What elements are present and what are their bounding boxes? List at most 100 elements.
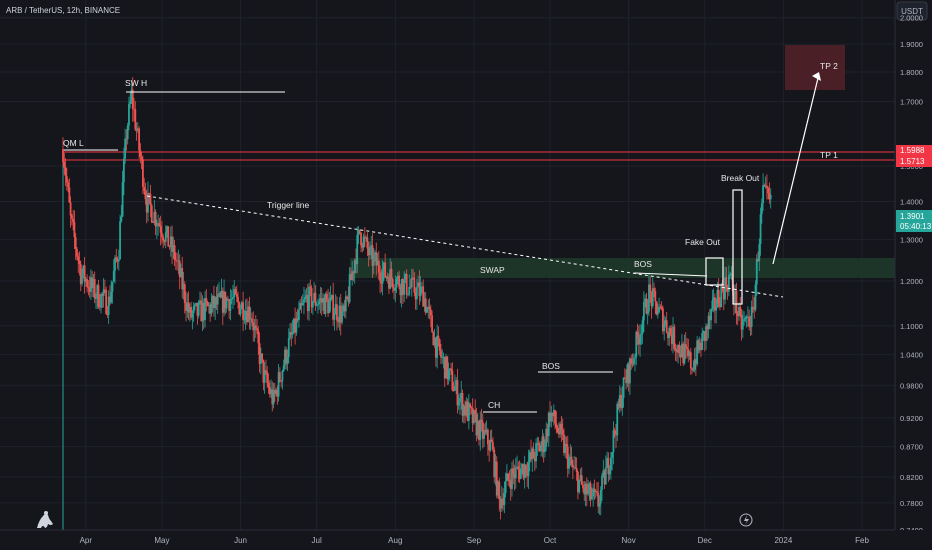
candle-body <box>256 327 258 331</box>
candle-body <box>81 273 83 284</box>
candle-body <box>389 268 392 289</box>
candle-body <box>228 299 231 311</box>
candle-body <box>636 331 639 338</box>
candle-body <box>622 377 625 398</box>
label-fake-out: Fake Out <box>685 237 721 247</box>
lightning-icon[interactable] <box>739 513 753 527</box>
currency-button[interactable] <box>896 1 928 21</box>
candle-body <box>433 337 436 346</box>
candle-body <box>608 470 611 475</box>
candle-body <box>171 236 173 252</box>
candle-body <box>249 318 252 320</box>
candle-body <box>188 306 191 313</box>
candle-body <box>597 492 600 507</box>
candle-body <box>511 468 513 489</box>
candle-body <box>419 286 422 297</box>
candle-body <box>532 448 535 459</box>
candle-body <box>290 332 293 335</box>
candle-body <box>575 468 578 473</box>
candle-body <box>546 428 549 437</box>
candle-body <box>623 377 626 379</box>
candle-body <box>766 185 768 188</box>
candle-body <box>599 489 602 504</box>
candle-body <box>73 222 76 238</box>
candle-body <box>169 236 172 247</box>
candle-body <box>650 292 653 307</box>
candle-body <box>637 337 640 345</box>
candle-body <box>632 358 635 364</box>
candle-body <box>282 365 285 371</box>
candle-body <box>677 345 680 353</box>
candle-body <box>330 295 333 298</box>
candle-body <box>144 191 147 200</box>
candle-body <box>648 284 650 312</box>
candle-body <box>163 240 166 242</box>
candle-body <box>78 260 81 265</box>
candle-body <box>155 225 158 227</box>
candle-body <box>82 265 85 274</box>
candle-body <box>537 443 540 445</box>
badge-upper-text: 1.5988 <box>900 146 925 155</box>
candle-body <box>715 306 718 311</box>
candle-body <box>304 296 307 300</box>
candle-body <box>441 357 444 359</box>
candle-body <box>100 294 102 308</box>
candle-body <box>665 320 668 333</box>
time-tick-label: Jun <box>234 536 247 545</box>
candle-body <box>379 272 381 282</box>
candle-body <box>538 444 541 452</box>
candle-body <box>708 315 711 321</box>
candle-body <box>555 423 558 428</box>
time-axis-panel[interactable] <box>0 530 932 550</box>
candle-body <box>390 268 393 279</box>
candle-body <box>574 467 577 469</box>
candle-body <box>320 298 323 303</box>
candle-body <box>286 357 289 364</box>
candle-body <box>240 302 243 309</box>
candle-body <box>745 316 748 319</box>
candle-body <box>579 475 582 480</box>
candle-body <box>455 380 458 387</box>
price-axis-panel[interactable] <box>895 0 932 550</box>
candle-body <box>221 290 224 313</box>
candle-body <box>133 108 135 110</box>
candle-body <box>753 307 756 310</box>
candle-body <box>182 284 185 290</box>
candle-body <box>550 412 553 422</box>
candle-body <box>702 331 705 334</box>
tradingview-logo-icon[interactable] <box>37 511 53 528</box>
candle-body <box>319 298 322 302</box>
label-bos-1: BOS <box>542 361 560 371</box>
candle-body <box>388 278 390 289</box>
candle-body <box>454 386 456 391</box>
candle-body <box>194 304 196 307</box>
candle-body <box>601 475 603 490</box>
candle-body <box>466 401 469 421</box>
candle-body <box>97 285 100 307</box>
candle-body <box>285 349 288 364</box>
candle-body <box>394 287 397 291</box>
candle-body <box>181 268 184 290</box>
candle-body <box>582 484 584 489</box>
candle-body <box>541 436 544 446</box>
candle-body <box>447 370 450 380</box>
candle-body <box>262 359 265 383</box>
candle-body <box>72 218 75 223</box>
candle-body <box>164 232 167 242</box>
candle-body <box>502 498 504 506</box>
candle-body <box>535 443 537 462</box>
current-price-text: 1.3901 <box>900 212 925 221</box>
candle-body <box>83 265 86 282</box>
candle-body <box>596 491 598 493</box>
candle-body <box>301 303 304 306</box>
symbol-title[interactable]: ARB / TetherUS, 12h, BINANCE <box>6 6 120 15</box>
label-qm-l: QM L <box>63 138 84 148</box>
candle-body <box>376 260 379 266</box>
candle-body <box>646 311 649 314</box>
candle-body <box>201 302 204 322</box>
candle-body <box>270 389 272 395</box>
candle-body <box>474 410 477 415</box>
candle-body <box>563 434 565 453</box>
candle-body <box>710 309 712 321</box>
